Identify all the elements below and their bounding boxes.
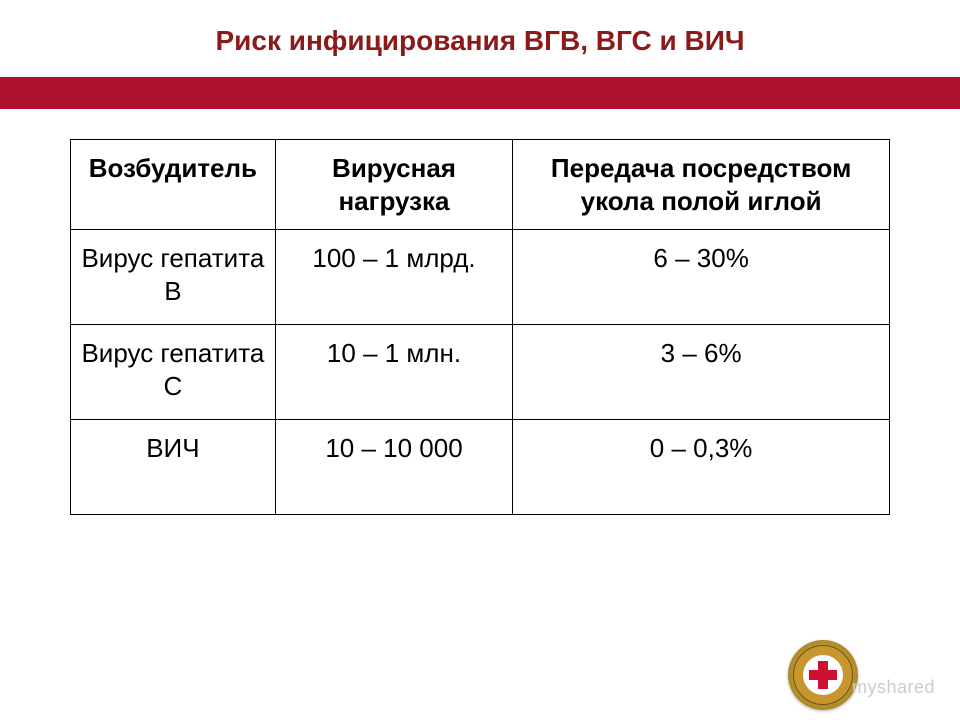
risk-table: Возбудитель Вирусная нагрузка Передача п… [70,139,890,515]
table-cell: 6 – 30% [513,230,890,325]
medical-seal-icon [788,640,858,710]
table-header-cell: Вирусная нагрузка [275,140,513,230]
table-header-cell: Возбудитель [71,140,276,230]
page-title: Риск инфицирования ВГВ, ВГС и ВИЧ [0,0,960,77]
table-header-cell: Передача посредством укола полой иглой [513,140,890,230]
table-cell: 10 – 10 000 [275,420,513,515]
table-cell: Вирус гепатита С [71,325,276,420]
table-header-row: Возбудитель Вирусная нагрузка Передача п… [71,140,890,230]
table-cell: 3 – 6% [513,325,890,420]
table-row: ВИЧ 10 – 10 000 0 – 0,3% [71,420,890,515]
table-cell: ВИЧ [71,420,276,515]
table-row: Вирус гепатита В 100 – 1 млрд. 6 – 30% [71,230,890,325]
accent-bar [0,77,960,109]
table-cell: Вирус гепатита В [71,230,276,325]
table-container: Возбудитель Вирусная нагрузка Передача п… [0,109,960,515]
table-row: Вирус гепатита С 10 – 1 млн. 3 – 6% [71,325,890,420]
table-cell: 100 – 1 млрд. [275,230,513,325]
table-cell: 0 – 0,3% [513,420,890,515]
watermark-text: myshared [852,677,935,698]
table-cell: 10 – 1 млн. [275,325,513,420]
